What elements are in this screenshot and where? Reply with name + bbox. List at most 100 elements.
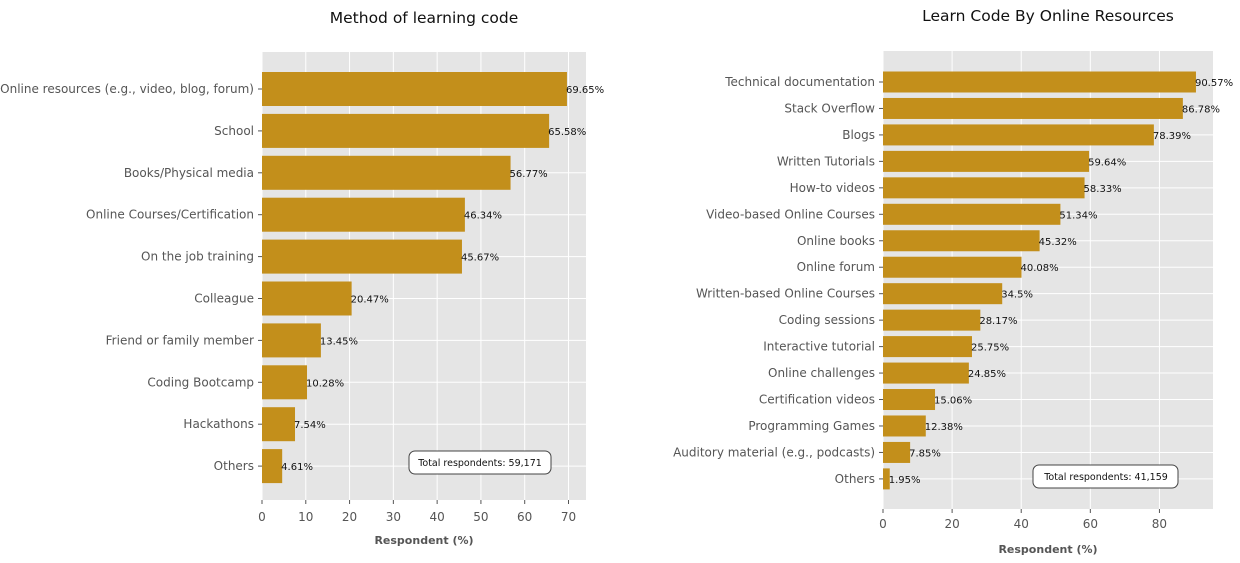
bar (883, 97, 1183, 119)
bar (883, 150, 1090, 172)
x-axis-label: Respondent (%) (374, 534, 473, 547)
data-label: 10.28% (306, 378, 344, 389)
x-tick-label: 20 (944, 517, 959, 531)
bar (262, 113, 550, 148)
y-tick-label: Auditory material (e.g., podcasts) (673, 445, 875, 459)
y-tick-labels: Online resources (e.g., video, blog, for… (0, 82, 262, 473)
x-tick-label: 60 (1083, 517, 1098, 531)
y-tick-label: Technical documentation (724, 75, 875, 89)
bar (883, 441, 911, 463)
x-tick-label: 40 (429, 510, 444, 524)
data-label: 78.39% (1153, 131, 1191, 142)
annotation-text: Total respondents: 59,171 (417, 458, 542, 469)
bar (262, 407, 296, 442)
y-tick-label: Others (835, 472, 875, 486)
data-label: 4.61% (281, 462, 313, 473)
x-tick-labels: 0 20 40 60 80 (879, 509, 1167, 531)
bar (262, 365, 308, 400)
chart-title: Learn Code By Online Resources (922, 7, 1174, 25)
data-label: 24.85% (968, 369, 1006, 380)
y-tick-label: Online challenges (768, 366, 875, 380)
y-tick-label: Coding sessions (779, 313, 875, 327)
y-tick-label: Books/Physical media (124, 166, 254, 180)
y-tick-label: Certification videos (759, 393, 875, 407)
y-tick-label: Online resources (e.g., video, blog, for… (0, 82, 254, 96)
data-label: 56.77% (510, 169, 548, 180)
y-tick-label: Others (214, 459, 254, 473)
bar (883, 256, 1022, 278)
x-axis-label: Respondent (%) (998, 543, 1097, 556)
data-label: 59.64% (1088, 157, 1126, 168)
bar (883, 71, 1196, 93)
y-tick-label: Friend or family member (106, 333, 254, 347)
bar (883, 177, 1085, 199)
data-label: 34.5% (1001, 290, 1033, 301)
data-label: 86.78% (1182, 104, 1220, 115)
x-tick-label: 50 (473, 510, 488, 524)
y-tick-label: Programming Games (748, 419, 875, 433)
data-label: 12.38% (925, 422, 963, 433)
chart-title: Method of learning code (330, 9, 518, 27)
x-tick-label: 60 (517, 510, 532, 524)
data-label: 45.32% (1039, 237, 1077, 248)
x-tick-label: 80 (1152, 517, 1167, 531)
y-tick-labels: Technical documentation Stack Overflow Blo… (673, 75, 883, 486)
bar (883, 336, 972, 358)
x-tick-label: 30 (386, 510, 401, 524)
y-tick-label: Coding Bootcamp (147, 375, 254, 389)
y-tick-label: Online books (797, 234, 875, 248)
y-tick-label: Written Tutorials (777, 154, 875, 168)
bars (883, 71, 1196, 490)
bar (883, 309, 981, 331)
data-label: 1.95% (889, 475, 921, 486)
y-tick-label: Colleague (194, 292, 254, 306)
y-tick-label: Online forum (797, 260, 875, 274)
data-label: 65.58% (548, 127, 586, 138)
data-label: 20.47% (351, 295, 389, 306)
bar (883, 389, 936, 411)
data-label: 45.67% (461, 253, 499, 264)
data-label: 51.34% (1059, 210, 1097, 221)
annotation-text: Total respondents: 41,159 (1043, 472, 1168, 483)
bar (883, 362, 969, 384)
bar (262, 155, 511, 190)
bar (883, 415, 926, 437)
chart-learning-method: Method of learning code 69.65% 65.58% 56.7… (0, 9, 604, 547)
bar (262, 449, 283, 484)
data-label: 58.33% (1084, 184, 1122, 195)
y-tick-label: Video-based Online Courses (706, 207, 875, 221)
x-tick-label: 0 (879, 517, 887, 531)
x-tick-label: 0 (258, 510, 266, 524)
data-labels: 69.65% 65.58% 56.77% 46.34% 45.67% 20.47% 13.4… (281, 85, 604, 473)
data-label: 28.17% (979, 316, 1017, 327)
data-label: 13.45% (320, 336, 358, 347)
x-tick-label: 10 (298, 510, 313, 524)
bar (883, 203, 1061, 225)
x-tick-label: 40 (1014, 517, 1029, 531)
bar (883, 468, 890, 490)
y-tick-label: Written-based Online Courses (696, 287, 875, 301)
bar (262, 197, 465, 232)
chart-online-resources: Learn Code By Online Resources 90.57% 86.… (673, 7, 1233, 556)
annotation-box: Total respondents: 41,159 (1032, 464, 1179, 489)
data-labels: 90.57% 86.78% 78.39% 59.64% 58.33% 51.34% 45.3… (889, 78, 1233, 486)
y-tick-label: On the job training (141, 250, 254, 264)
data-label: 69.65% (566, 85, 604, 96)
x-tick-labels: 0 10 20 30 40 50 60 70 (258, 500, 576, 524)
data-label: 90.57% (1195, 78, 1233, 89)
data-label: 40.08% (1020, 263, 1058, 274)
y-tick-label: School (214, 124, 254, 138)
data-label: 7.54% (294, 420, 326, 431)
y-tick-label: Stack Overflow (784, 101, 875, 115)
y-tick-label: How-to videos (790, 181, 875, 195)
data-label: 7.85% (909, 448, 941, 459)
y-tick-label: Hackathons (183, 417, 254, 431)
bar (262, 239, 462, 274)
y-tick-label: Online Courses/Certification (86, 208, 254, 222)
bar (883, 283, 1003, 305)
bar (262, 323, 321, 358)
x-tick-label: 20 (342, 510, 357, 524)
x-tick-label: 70 (561, 510, 576, 524)
bar (883, 230, 1040, 252)
